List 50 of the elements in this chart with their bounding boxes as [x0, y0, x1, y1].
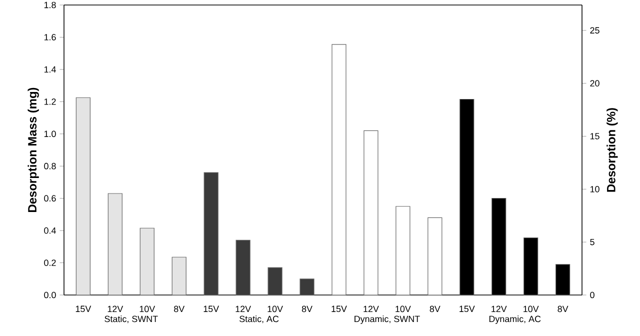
x-tick-label: 12V — [492, 306, 507, 312]
text: Dynamic, AC — [489, 316, 541, 324]
x-tick-label: 8V — [174, 306, 185, 312]
bar — [268, 267, 282, 296]
x-tick-label: 10V — [524, 306, 539, 312]
y2-tick-label: 10 — [590, 186, 600, 192]
y-tick-label: 0.6 — [44, 195, 56, 202]
bar — [76, 97, 90, 296]
bar — [428, 217, 442, 296]
y-tick-label: 0.8 — [44, 162, 56, 170]
x-tick-label: 8V — [558, 306, 568, 312]
x-tick-label: 15V — [204, 306, 220, 312]
y-tick-label: 0.4 — [44, 227, 56, 234]
y2-tick-label: 0 — [590, 292, 594, 298]
x-tick-label: 10V — [140, 306, 156, 312]
y-tick-label: 1.6 — [44, 34, 56, 40]
bar — [108, 193, 122, 296]
bar — [396, 206, 410, 296]
bar — [172, 256, 186, 296]
x-tick-label: 10V — [268, 306, 283, 312]
y-tick-label: 1.0 — [44, 130, 56, 138]
y2-tick-label: 20 — [590, 80, 600, 86]
x-tick-label: 10V — [396, 306, 411, 312]
y-tick-label: 1.8 — [44, 2, 56, 8]
x-tick-label: 15V — [460, 306, 475, 312]
bar — [332, 44, 346, 296]
y2-tick-label: 5 — [590, 238, 594, 246]
x-tick-label: 15V — [76, 306, 92, 312]
bar — [300, 278, 314, 296]
text: Dynamic, SWNT — [354, 316, 420, 324]
y-tick-label: 0.2 — [44, 260, 56, 266]
y-axis-title: Desorption Mass (mg) — [28, 88, 39, 212]
y-tick-label: 1.4 — [44, 66, 56, 73]
bar — [140, 228, 154, 296]
text: Static, AC — [240, 316, 279, 324]
x-tick-label: 8V — [302, 306, 312, 312]
y-tick-label: 0.0 — [44, 292, 56, 298]
y2-tick-label: 25 — [590, 27, 600, 34]
y2-tick-label: 15 — [590, 133, 600, 140]
x-tick-label: 8V — [430, 306, 440, 312]
x-tick-label: 12V — [236, 306, 251, 312]
x-tick-label: 12V — [364, 306, 379, 312]
x-tick-label: 15V — [332, 306, 347, 312]
x-tick-label: 12V — [108, 306, 124, 312]
bar — [236, 240, 250, 296]
bar — [364, 130, 378, 296]
bar — [204, 172, 218, 296]
y-tick-label: 1.2 — [44, 98, 56, 105]
y2-axis-title: Desorption (%) — [606, 108, 618, 192]
text: Static, SWNT — [104, 316, 158, 324]
